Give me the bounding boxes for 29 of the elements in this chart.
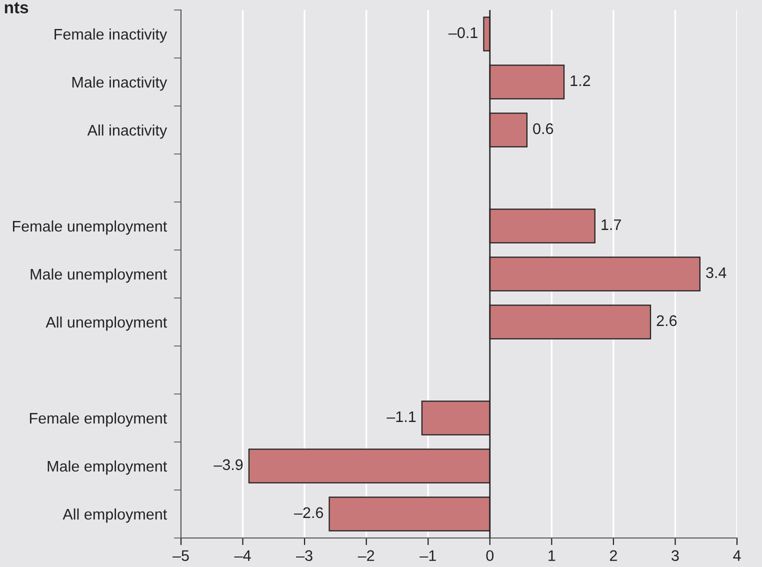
data-label: 2.6 [656, 315, 677, 326]
data-label: 3.4 [706, 267, 726, 278]
x-tick-label: 3 [672, 550, 679, 562]
y-tick-label: Female employment [30, 412, 168, 427]
data-label: –1.1 [386, 411, 416, 422]
x-tick-label: –2 [358, 550, 374, 561]
data-label: –3.9 [214, 459, 243, 470]
y-tick-label: Male employment [48, 460, 168, 475]
x-tick-label: 2 [610, 550, 617, 561]
y-tick-label: Female inactivity [54, 28, 168, 43]
data-label: 0.6 [533, 123, 554, 134]
data-label: 1.2 [570, 75, 590, 86]
x-tick-label: –3 [296, 550, 312, 562]
x-tick-label: 1 [548, 550, 556, 561]
y-tick-label: Male inactivity [72, 76, 168, 91]
data-label: –2.6 [294, 507, 324, 518]
data-label: 1.7 [602, 219, 621, 230]
y-tick-label: Female unemployment [12, 220, 168, 235]
text: nts [4, 2, 28, 14]
x-tick-label: –5 [172, 550, 189, 562]
x-tick-label: –1 [420, 550, 436, 561]
y-tick-label: All employment [62, 508, 168, 523]
y-tick-label: All unemployment [46, 316, 168, 331]
y-tick-label: All inactivity [87, 124, 168, 139]
x-tick-label: 0 [486, 550, 494, 562]
x-tick-label: –4 [234, 550, 251, 561]
y-tick-label: Male unemployment [30, 268, 168, 283]
data-label: –0.1 [448, 27, 478, 38]
x-tick-label: 4 [733, 550, 741, 561]
